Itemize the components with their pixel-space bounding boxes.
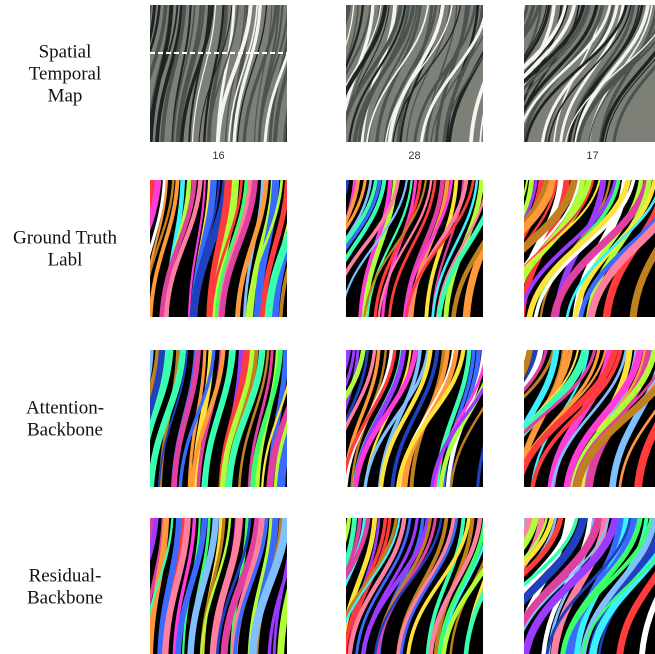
stripe xyxy=(480,3,512,144)
row-label: Backbone xyxy=(27,420,103,441)
column-label: 16 xyxy=(212,150,224,162)
stripe xyxy=(111,178,140,319)
stripe xyxy=(287,348,349,489)
stripe xyxy=(127,348,151,489)
image xyxy=(120,348,313,489)
stripe xyxy=(282,3,349,144)
row-label: Attention- xyxy=(26,398,104,419)
stripe xyxy=(288,348,338,489)
stripe xyxy=(299,516,349,654)
stripe xyxy=(300,516,339,654)
stripe xyxy=(122,3,148,144)
row-label: Ground Truth xyxy=(13,228,117,249)
stripe xyxy=(111,516,143,654)
stripe xyxy=(290,178,314,319)
stripe xyxy=(300,3,316,144)
column-label: 28 xyxy=(408,150,420,162)
stripe xyxy=(293,516,308,654)
stripe xyxy=(298,178,342,319)
stripe xyxy=(121,516,148,654)
figure: SpatialTemporalMap Ground TruthLabl Attent… xyxy=(0,0,655,654)
row-label: Map xyxy=(48,86,83,107)
image xyxy=(284,348,512,489)
column-label: 17 xyxy=(586,150,598,162)
stripe xyxy=(284,348,344,489)
stripe xyxy=(122,178,148,319)
stripe xyxy=(289,3,349,144)
stripe xyxy=(304,178,336,319)
image xyxy=(111,178,314,319)
stripe xyxy=(107,3,140,144)
stripe xyxy=(296,3,343,144)
row-label: Labl xyxy=(48,250,83,271)
stripe xyxy=(294,516,315,654)
stripe xyxy=(289,178,348,319)
row-label: Residual- xyxy=(29,566,102,587)
image xyxy=(289,178,511,319)
stripe xyxy=(120,348,148,489)
stripe xyxy=(284,3,310,144)
stripe xyxy=(125,348,142,489)
image xyxy=(276,516,511,654)
stripe xyxy=(122,3,151,144)
row-label: Spatial xyxy=(39,42,92,63)
image xyxy=(278,3,513,144)
image xyxy=(107,3,316,144)
stripe xyxy=(116,516,150,654)
image xyxy=(111,516,314,654)
row-label: Backbone xyxy=(27,588,103,609)
stripe xyxy=(287,3,306,144)
row-label: Temporal xyxy=(29,64,102,85)
stripe xyxy=(129,178,153,319)
